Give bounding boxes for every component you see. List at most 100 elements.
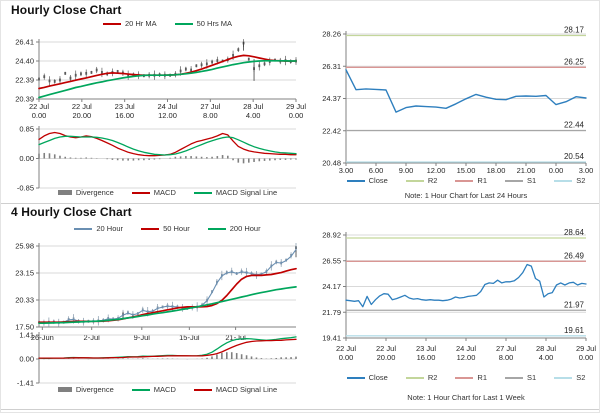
- legend-label: R2: [427, 373, 438, 382]
- level-label-r2: 28.64: [564, 228, 585, 237]
- bottom-divider: [1, 409, 599, 410]
- section-divider: [1, 203, 599, 204]
- series-line-close: [345, 69, 587, 113]
- y-tick-label: 19.41: [322, 334, 341, 343]
- level-label-s1: 22.44: [564, 121, 585, 130]
- legend-item: MACD: [131, 188, 176, 197]
- legend-label: 200 Hour: [229, 224, 261, 233]
- four-hourly-close-legend: 20 Hour 50 Hour 200 Hour: [39, 224, 296, 233]
- line-swatch-icon: [102, 22, 121, 25]
- hourly-macd-legend: Divergence MACD MACD Signal Line: [39, 188, 296, 197]
- bar-swatch-icon: [57, 190, 72, 195]
- y-tick-label: 26.41: [15, 38, 34, 47]
- y-tick-label: 26.31: [322, 62, 341, 71]
- x-tick-label: 4.00: [246, 111, 261, 120]
- line-swatch-icon: [131, 191, 150, 194]
- y-tick-label: 26.55: [322, 256, 341, 265]
- y-tick-label: 17.50: [15, 323, 34, 332]
- x-tick-label: 12.00: [158, 111, 177, 120]
- y-tick-label: 24.40: [15, 57, 34, 66]
- level-label-r2: 28.17: [564, 25, 585, 34]
- legend-item: S1: [505, 373, 536, 382]
- legend-item: S2: [554, 176, 585, 185]
- four-hourly-chart-title: 4 Hourly Close Chart: [11, 205, 132, 219]
- y-tick-label: 21.79: [322, 308, 341, 317]
- pivot-week-legend: Close R2 R1 S1 S2: [346, 373, 586, 382]
- x-tick-label: 27 Jul: [496, 344, 516, 353]
- legend-item: Close: [346, 176, 388, 185]
- y-tick-label: 0.85: [19, 125, 34, 134]
- legend-item: R1: [455, 176, 487, 185]
- x-tick-label: 27 Jul: [200, 102, 220, 111]
- line-swatch-icon: [455, 376, 474, 379]
- x-tick-label: 0.00: [32, 111, 47, 120]
- note-24h: Note: 1 Hour Chart for Last 24 Hours: [404, 191, 528, 200]
- legend-label: S1: [527, 373, 537, 382]
- x-tick-label: 24 Jul: [456, 344, 476, 353]
- series-line-macd-signal-line: [38, 338, 297, 359]
- x-tick-label: 15-Jul: [179, 333, 200, 342]
- legend-item: 20 Hr MA: [102, 19, 157, 28]
- line-swatch-icon: [554, 376, 573, 379]
- bar-swatch-icon: [57, 387, 72, 392]
- x-tick-label: 3.00: [579, 166, 594, 175]
- x-tick-label: 29 Jul: [576, 344, 596, 353]
- legend-label: 50 Hour: [163, 224, 190, 233]
- x-tick-label: 20.00: [72, 111, 91, 120]
- series-line-close: [345, 263, 587, 308]
- x-tick-label: 4.00: [539, 353, 554, 362]
- x-tick-label: 20.00: [377, 353, 396, 362]
- line-swatch-icon: [505, 376, 523, 379]
- y-tick-label: 1.41: [19, 331, 34, 340]
- x-tick-label: 28 Jul: [243, 102, 263, 111]
- legend-item: Divergence: [57, 385, 114, 394]
- x-tick-label: 9-Jul: [134, 333, 151, 342]
- legend-label: MACD Signal Line: [215, 188, 278, 197]
- line-swatch-icon: [455, 179, 474, 182]
- x-tick-label: 24 Jul: [157, 102, 177, 111]
- legend-item: 50 Hrs MA: [174, 19, 232, 28]
- x-tick-label: 12.00: [427, 166, 446, 175]
- legend-item: R2: [405, 176, 437, 185]
- y-tick-label: 20.39: [15, 95, 34, 104]
- legend-label: 20 Hour: [96, 224, 124, 233]
- legend-label: S2: [576, 176, 586, 185]
- x-tick-label: 0.00: [339, 353, 354, 362]
- x-tick-label: 16.00: [417, 353, 436, 362]
- legend-label: Close: [368, 373, 388, 382]
- x-tick-label: 12.00: [457, 353, 476, 362]
- x-tick-label: 21.00: [517, 166, 536, 175]
- line-swatch-icon: [505, 179, 523, 182]
- y-tick-label: 24.37: [322, 94, 341, 103]
- note-week: Note: 1 Hour Chart for Last 1 Week: [407, 393, 525, 402]
- legend-item: MACD Signal Line: [193, 188, 278, 197]
- series-line-200-hour: [38, 286, 297, 325]
- line-swatch-icon: [131, 388, 150, 391]
- legend-item: MACD: [131, 385, 176, 394]
- x-tick-label: 18.00: [487, 166, 506, 175]
- legend-item: 50 Hour: [141, 224, 190, 233]
- y-tick-label: 23.15: [15, 269, 34, 278]
- line-swatch-icon: [74, 227, 93, 230]
- x-tick-label: 0.00: [579, 353, 594, 362]
- y-tick-label: 22.42: [322, 126, 341, 135]
- hourly-close-legend: 20 Hr MA 50 Hrs MA: [39, 19, 296, 28]
- y-tick-label: 20.48: [322, 159, 341, 168]
- y-tick-label: -0.85: [17, 184, 34, 193]
- pivot-24h-legend: Close R2 R1 S1 S2: [346, 176, 586, 185]
- x-tick-label: 21-Jul: [225, 333, 246, 342]
- legend-item: 200 Hour: [207, 224, 261, 233]
- y-tick-label: 20.33: [15, 296, 34, 305]
- legend-item: 20 Hour: [74, 224, 123, 233]
- line-swatch-icon: [141, 227, 160, 230]
- line-swatch-icon: [346, 376, 365, 379]
- hourly-chart-title: Hourly Close Chart: [11, 3, 122, 17]
- series-line-macd-signal-line: [38, 135, 297, 156]
- line-swatch-icon: [207, 227, 226, 230]
- legend-label: S2: [576, 373, 586, 382]
- legend-item: R2: [405, 373, 438, 382]
- series-line-macd: [38, 131, 297, 157]
- legend-label: MACD Signal Line: [215, 385, 278, 394]
